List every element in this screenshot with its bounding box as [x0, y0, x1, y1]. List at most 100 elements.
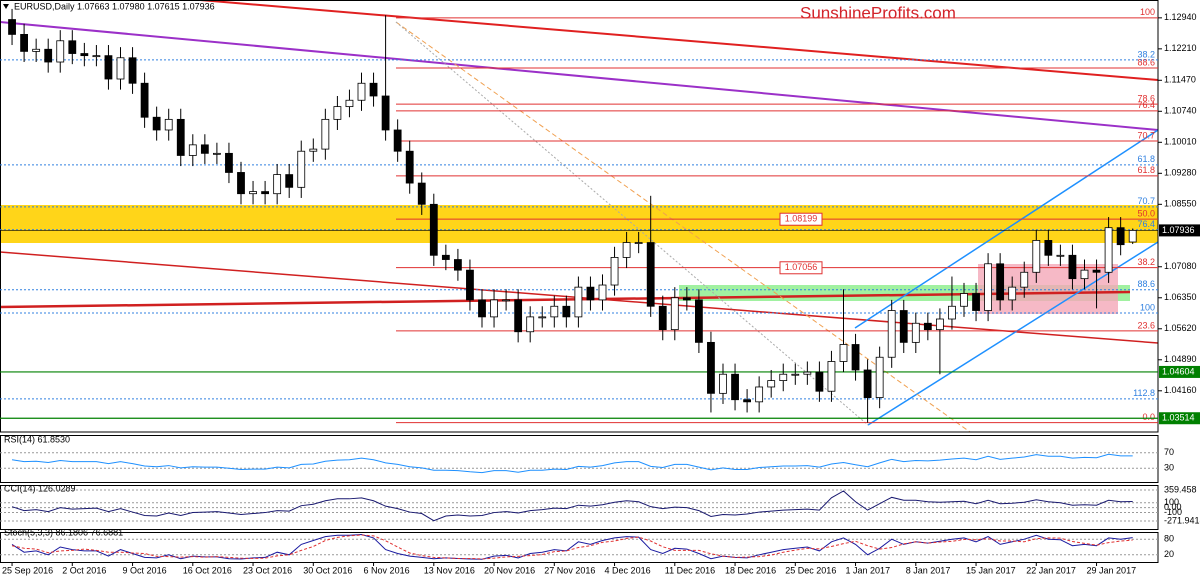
candle-body	[911, 322, 920, 343]
price-marker-box	[1159, 224, 1200, 237]
candle-body	[200, 144, 209, 154]
fib-label: 61.8	[1137, 165, 1155, 175]
fib-label: 38.2	[1137, 49, 1155, 59]
level-box	[779, 212, 823, 226]
price-marker-label: 1.07936	[1162, 225, 1195, 235]
candle-body	[478, 299, 486, 318]
level-label: 1.07056	[785, 262, 818, 272]
candle-body	[225, 152, 233, 173]
x-tick-label: 1 Jan 2017	[846, 565, 891, 575]
candle-body	[490, 299, 498, 318]
y-tick-label: 1.04160	[1164, 385, 1197, 395]
candle-body	[526, 316, 535, 333]
candle-body	[8, 19, 16, 35]
candle-body	[1068, 254, 1077, 280]
y-tick-label: 1.12210	[1164, 43, 1197, 53]
candle-body	[285, 174, 294, 188]
fib-label: 88.6	[1137, 57, 1155, 67]
level-label: 1.08199	[785, 214, 818, 224]
candle-body	[851, 344, 860, 371]
candle-body	[1128, 229, 1137, 243]
fib-label: 70.7	[1137, 130, 1155, 140]
chart-title: EURUSD,Daily 1.07663 1.07980 1.07615 1.0…	[14, 1, 215, 11]
candle-body	[176, 118, 185, 156]
fan-line	[395, 21, 971, 433]
x-tick-label: 25 Dec 2016	[785, 565, 836, 575]
candle-body	[92, 55, 101, 58]
candle-body	[68, 40, 77, 54]
indicator-line	[11, 534, 1133, 560]
candle-body	[1080, 269, 1089, 280]
candle-body	[188, 144, 197, 156]
candle-body	[1056, 254, 1065, 257]
x-tick-label: 16 Oct 2016	[183, 565, 232, 575]
fib-label: 78.6	[1137, 93, 1155, 103]
y-tick-label: 1.07080	[1164, 261, 1197, 271]
candle-body	[417, 182, 426, 205]
candle-body	[996, 263, 1005, 301]
fib-label: 100	[1140, 302, 1155, 312]
yellow-zone	[0, 205, 1158, 243]
candle-body	[731, 373, 739, 401]
price-marker-box	[1159, 412, 1200, 425]
candle-body	[779, 373, 788, 382]
candle-body	[755, 386, 764, 403]
candle-body	[610, 257, 619, 286]
price-pane	[0, 0, 1159, 433]
x-tick-label: 13 Nov 2016	[424, 565, 475, 575]
fib-label: 23.6	[1137, 320, 1155, 330]
candle-body	[863, 369, 872, 398]
candle-body	[791, 373, 800, 376]
candle-body	[960, 293, 968, 307]
x-tick-label: 25 Sep 2016	[2, 565, 53, 575]
candle-body	[815, 371, 824, 392]
candle-body	[261, 191, 269, 195]
candle-body	[767, 380, 776, 388]
fib-label: 76.4	[1137, 100, 1155, 110]
candle-body	[56, 40, 65, 63]
candle-body	[140, 82, 149, 118]
candle-body	[948, 305, 956, 320]
candle-body	[538, 316, 547, 319]
candle-body	[574, 286, 583, 318]
candle-body	[381, 95, 390, 131]
candle-body	[441, 254, 450, 260]
indicator-line	[11, 453, 1133, 474]
fib-label: 61.8	[1137, 154, 1155, 164]
x-tick-label: 22 Jan 2017	[1026, 565, 1076, 575]
fib-label: 38.2	[1137, 257, 1155, 267]
candle-body	[453, 259, 462, 271]
price-marker-label: 1.04604	[1162, 366, 1195, 376]
fib-label: 0.0	[1142, 412, 1155, 422]
x-tick-label: 6 Nov 2016	[364, 565, 410, 575]
candle-body	[682, 297, 691, 301]
candle-body	[249, 191, 257, 195]
candle-body	[345, 99, 354, 108]
y-tick-label: 1.11470	[1164, 75, 1196, 85]
candle-body	[670, 297, 679, 331]
price-marker-box	[1159, 365, 1200, 378]
indicator-line	[11, 534, 1133, 560]
fib-label: 100	[1140, 7, 1155, 17]
candle-body	[875, 356, 884, 398]
candle-body	[803, 371, 812, 375]
y-tick-label: -100	[1164, 507, 1182, 517]
y-tick-label: 1.06350	[1164, 292, 1197, 302]
x-tick-label: 9 Oct 2016	[123, 565, 167, 575]
x-tick-label: 29 Jan 2017	[1087, 565, 1137, 575]
y-tick-label: 80	[1164, 534, 1174, 544]
trend-line	[199, 0, 1159, 81]
candle-body	[32, 48, 41, 52]
candle-body	[357, 82, 366, 101]
fib-label: 76.4	[1137, 219, 1155, 229]
y-tick-label: 1.05620	[1164, 323, 1197, 333]
candle-body	[899, 310, 908, 343]
x-tick-label: 30 Oct 2016	[303, 565, 352, 575]
candle-body	[104, 55, 113, 80]
candle-body	[212, 152, 221, 155]
y-tick-label: -271.9418	[1164, 515, 1200, 525]
x-tick-label: 4 Dec 2016	[605, 565, 651, 575]
rsi-pane	[0, 435, 1159, 483]
candle-body	[1092, 269, 1101, 273]
